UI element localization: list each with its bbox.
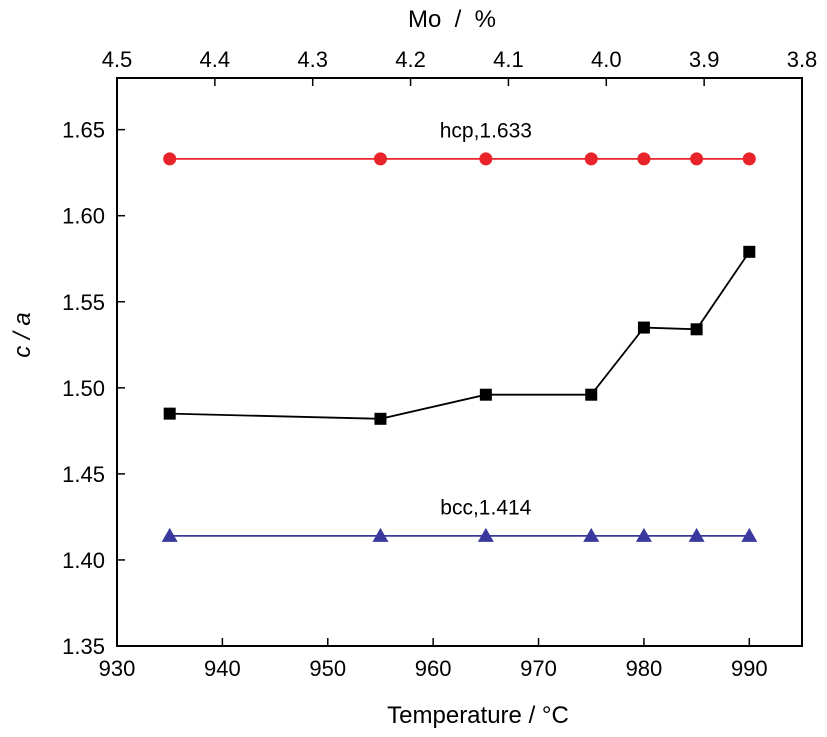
series-bcc	[161, 527, 758, 542]
annotations-group: hcp,1.633 bcc,1.414	[440, 119, 532, 519]
top-tick-label: 4.3	[297, 47, 328, 72]
data-point-bcc	[741, 527, 758, 542]
x-axis-title-sep: /	[529, 702, 542, 729]
y-tick-label: 1.50	[62, 376, 105, 401]
annotation-bcc: bcc,1.414	[440, 496, 531, 519]
top-tick-label: 4.1	[493, 47, 524, 72]
data-point-bcc	[583, 527, 600, 542]
y-tick-label: 1.35	[62, 634, 105, 659]
data-point-measured	[690, 323, 703, 336]
data-point-hcp	[690, 152, 704, 166]
y-tick-label: 1.65	[62, 118, 105, 143]
data-point-measured	[479, 388, 492, 401]
series-measured	[163, 245, 756, 425]
plot-frame-group	[116, 77, 803, 647]
top-tick-label: 4.5	[102, 47, 133, 72]
ticks-group: 930 940 950 960 970 980 990 1.35 1.40 1.45 1.50 1.5…	[62, 47, 817, 681]
data-point-measured	[374, 412, 387, 425]
data-point-bcc	[688, 527, 705, 542]
x-axis-title: Temperature / °C	[387, 702, 569, 729]
data-point-bcc	[372, 527, 389, 542]
data-point-measured	[163, 407, 176, 420]
data-point-measured	[585, 388, 598, 401]
data-point-bcc	[635, 527, 652, 542]
data-point-measured	[637, 321, 650, 334]
x-tick-label: 940	[204, 656, 241, 681]
series-line-measured	[169, 251, 751, 420]
top-axis-title: Mo / %	[408, 6, 496, 33]
annotation-hcp: hcp,1.633	[440, 119, 532, 142]
x-tick-label: 980	[626, 656, 663, 681]
data-point-hcp	[373, 152, 387, 166]
plot-frame	[116, 77, 803, 647]
top-tick-label: 3.9	[689, 47, 720, 72]
top-tick-label: 4.2	[395, 47, 426, 72]
x-tick-label: 960	[415, 656, 452, 681]
x-tick-label: 990	[731, 656, 768, 681]
data-point-hcp	[742, 152, 756, 166]
x-axis-title-text: Temperature	[387, 702, 522, 729]
series-group	[161, 152, 758, 542]
data-point-bcc	[161, 527, 178, 542]
top-tick-label: 4.4	[200, 47, 231, 72]
data-point-bcc	[477, 527, 494, 542]
top-tick-label: 4.0	[591, 47, 622, 72]
top-tick-label: 3.8	[787, 47, 818, 72]
data-point-hcp	[163, 152, 177, 166]
y-tick-label: 1.45	[62, 462, 105, 487]
data-point-hcp	[479, 152, 493, 166]
data-point-hcp	[584, 152, 598, 166]
y-axis-title: c / a	[9, 312, 36, 357]
x-tick-label: 970	[520, 656, 557, 681]
x-tick-label: 930	[99, 656, 136, 681]
x-axis-title-unit: °C	[542, 702, 569, 729]
data-point-hcp	[637, 152, 651, 166]
y-tick-label: 1.40	[62, 548, 105, 573]
x-tick-label: 950	[309, 656, 346, 681]
series-hcp	[163, 152, 756, 166]
y-tick-label: 1.60	[62, 204, 105, 229]
data-point-measured	[743, 245, 756, 258]
y-tick-label: 1.55	[62, 290, 105, 315]
